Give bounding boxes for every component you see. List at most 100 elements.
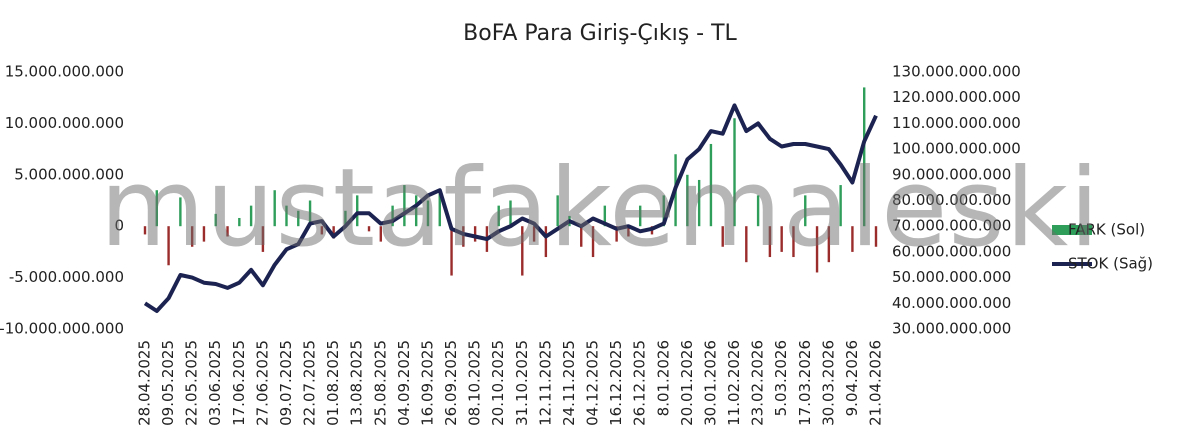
bar	[356, 195, 359, 227]
bar	[544, 226, 548, 258]
x-tick-label: 04.09.2025	[395, 340, 413, 426]
bar	[509, 200, 512, 227]
y2-tick-label: 40.000.000.000	[892, 294, 1011, 312]
x-tick-label: 28.04.2025	[136, 340, 154, 426]
bar	[167, 226, 170, 266]
legend-label: FARK (Sol)	[1068, 221, 1145, 239]
x-tick-label: 22.07.2025	[301, 340, 319, 426]
bar	[709, 143, 713, 227]
x-tick-label: 31.10.2025	[513, 340, 531, 426]
bar	[804, 195, 807, 227]
x-tick-label: 09.07.2025	[277, 340, 295, 426]
bar	[745, 226, 748, 263]
x-tick-label: 12.11.2025	[536, 340, 554, 426]
bar	[297, 210, 300, 227]
x-tick-label: 20.01.2026	[678, 340, 696, 426]
x-tick-label: 11.02.2026	[725, 340, 743, 426]
y-tick-label: 0	[114, 217, 124, 235]
bar	[143, 226, 147, 235]
legend-label: STOK (Sağ)	[1068, 255, 1153, 273]
bar	[603, 205, 607, 227]
bar	[638, 205, 642, 227]
line	[143, 103, 878, 313]
bar	[249, 205, 253, 227]
bar	[226, 226, 229, 237]
x-tick-label: 22.05.2025	[183, 340, 201, 426]
bar	[391, 205, 394, 227]
bar	[179, 197, 182, 227]
x-tick-label: 17.03.2026	[796, 340, 814, 426]
x-tick-label: 25.08.2025	[371, 340, 389, 426]
bar	[414, 195, 418, 227]
y-tick-label: 5.000.000.000	[14, 165, 124, 183]
x-tick-label: 03.06.2025	[206, 340, 224, 426]
bar	[662, 195, 665, 227]
bar	[308, 200, 312, 227]
x-tick-label: 17.06.2025	[230, 340, 248, 426]
bar	[462, 226, 465, 247]
x-tick-label: 8.01.2026	[654, 340, 672, 416]
bar	[202, 226, 206, 242]
bar	[780, 226, 783, 252]
bar	[863, 87, 866, 227]
y2-tick-label: 90.000.000.000	[892, 165, 1011, 183]
y-tick-label: -10.000.000.000	[0, 320, 124, 338]
x-tick-label: 24.11.2025	[560, 340, 578, 426]
x-tick-label: 27.06.2025	[253, 340, 271, 426]
y-tick-label: 15.000.000.000	[5, 63, 124, 81]
x-tick-label: 16.12.2025	[607, 340, 625, 426]
bar	[874, 226, 878, 247]
y2-tick-label: 120.000.000.000	[892, 88, 1021, 106]
bar	[379, 226, 383, 242]
bar	[426, 200, 430, 227]
y2-tick-label: 110.000.000.000	[892, 114, 1021, 132]
bar	[556, 195, 559, 227]
bar	[721, 226, 724, 247]
bar	[521, 226, 524, 276]
bar	[214, 213, 217, 227]
x-tick-label: 23.02.2026	[749, 340, 767, 426]
bar	[851, 226, 854, 252]
bar	[733, 118, 736, 227]
bar	[450, 226, 453, 276]
bar	[756, 195, 760, 227]
x-tick-label: 01.08.2025	[324, 340, 342, 426]
bar	[190, 226, 194, 247]
bar	[273, 190, 276, 227]
x-tick-label: 26.09.2025	[442, 340, 460, 426]
bar	[497, 205, 500, 227]
bar	[344, 210, 347, 227]
bar	[532, 226, 536, 242]
watermark: mustafakemaleski	[100, 146, 1100, 271]
x-tick-label: 21.04.2026	[867, 340, 885, 426]
bar	[332, 226, 335, 239]
legend-swatch	[1052, 225, 1092, 235]
bar	[285, 205, 288, 227]
y-tick-label: 10.000.000.000	[5, 114, 124, 132]
x-tick-label: 13.08.2025	[348, 340, 366, 426]
x-tick-label: 04.12.2025	[584, 340, 602, 426]
y2-tick-label: 100.000.000.000	[892, 140, 1021, 158]
bar	[580, 226, 583, 247]
bar	[686, 174, 689, 227]
y2-tick-label: 70.000.000.000	[892, 217, 1011, 235]
bar	[815, 226, 819, 273]
y-tick-label: -5.000.000.000	[9, 268, 124, 286]
bar	[827, 226, 831, 263]
x-tick-label: 5.03.2026	[772, 340, 790, 416]
x-tick-label: 9.04.2026	[843, 340, 861, 416]
y2-tick-label: 30.000.000.000	[892, 320, 1011, 338]
x-tick-label: 20.10.2025	[489, 340, 507, 426]
bar	[697, 179, 701, 227]
bar	[473, 226, 477, 242]
y2-tick-label: 130.000.000.000	[892, 63, 1021, 81]
bar	[627, 226, 630, 237]
x-tick-label: 30.01.2026	[701, 340, 719, 426]
bar	[403, 185, 406, 227]
x-tick-label: 16.09.2025	[418, 340, 436, 426]
bar	[839, 185, 842, 227]
x-tick-label: 26.12.2025	[631, 340, 649, 426]
bar	[155, 190, 158, 227]
y2-tick-label: 60.000.000.000	[892, 242, 1011, 260]
